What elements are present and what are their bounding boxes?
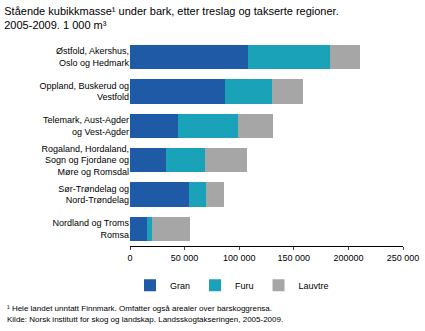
svg-text:Lauvtre: Lauvtre [299,281,329,291]
svg-text:Kilde: Norsk institutt for sko: Kilde: Norsk institutt for skog og lands… [7,315,283,324]
svg-text:Gran: Gran [170,281,190,291]
svg-text:200000: 200000 [333,253,363,263]
svg-text:250 000: 250 000 [387,253,420,263]
svg-text:Telemark, Aust-Agderog Vest-Ag: Telemark, Aust-Agderog Vest-Agder [43,115,129,137]
svg-text:Furu: Furu [235,281,254,291]
svg-text:Nordland og TromsRomsa: Nordland og TromsRomsa [52,218,129,240]
svg-text:Rogaland, Hordaland,Sogn og Fj: Rogaland, Hordaland,Sogn og Fjordane ogM… [41,144,129,177]
svg-text:Sør-Trøndelag ogNord-Trøndelag: Sør-Trøndelag ogNord-Trøndelag [58,184,129,206]
svg-text:50 000: 50 000 [171,253,199,263]
svg-text:¹ Hele landet unntatt Finnmark: ¹ Hele landet unntatt Finnmark. Omfatter… [7,304,272,313]
svg-text:Oppland, Buskerud ogVestfold: Oppland, Buskerud ogVestfold [39,81,129,103]
svg-text:Stående kubikkmasse¹ under bar: Stående kubikkmasse¹ under bark, etter t… [4,5,338,31]
svg-text:150 000: 150 000 [278,253,311,263]
svg-text:Østfold, Akershus,Oslo og Hedm: Østfold, Akershus,Oslo og Hedmark [56,46,130,68]
svg-text:0: 0 [127,253,132,263]
svg-text:100 000: 100 000 [223,253,256,263]
